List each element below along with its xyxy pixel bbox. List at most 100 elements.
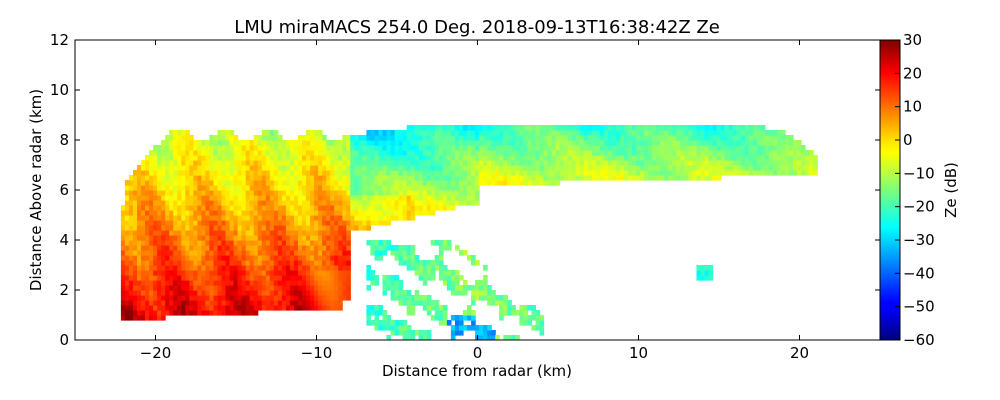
heatmap-cell [338, 175, 343, 181]
heatmap-cell [664, 160, 669, 166]
heatmap-cell [221, 285, 227, 291]
heatmap-cell [322, 170, 327, 176]
heatmap-cell [330, 150, 335, 156]
heatmap-cell [503, 145, 508, 151]
heatmap-cell [245, 265, 251, 271]
heatmap-cell [446, 135, 452, 141]
heatmap-cell [265, 240, 271, 246]
heatmap-cell [410, 260, 416, 266]
heatmap-cell [277, 215, 283, 221]
heatmap-cell [120, 245, 126, 251]
heatmap-cell [471, 130, 476, 136]
heatmap-cell [607, 130, 613, 136]
heatmap-cell [503, 135, 508, 141]
heatmap-cell [314, 245, 319, 251]
heatmap-cell [201, 200, 206, 206]
heatmap-cell [269, 210, 275, 216]
heatmap-cell [438, 130, 444, 136]
heatmap-cell [217, 145, 223, 151]
heatmap-cell [265, 300, 271, 306]
heatmap-cell [124, 240, 130, 246]
heatmap-cell [169, 155, 174, 161]
heatmap-cell [257, 280, 263, 286]
heatmap-cell [716, 150, 722, 156]
heatmap-cell [157, 170, 162, 176]
heatmap-cell [322, 165, 327, 171]
heatmap-cell [410, 200, 416, 206]
heatmap-cell [607, 170, 613, 176]
heatmap-cell [777, 140, 782, 146]
heatmap-cell [169, 275, 174, 281]
heatmap-cell [322, 205, 327, 211]
heatmap-cell [459, 125, 464, 131]
heatmap-cell [354, 220, 359, 226]
heatmap-cell [350, 145, 355, 151]
heatmap-cell [314, 235, 319, 241]
heatmap-cell [273, 215, 279, 221]
heatmap-cell [330, 140, 335, 146]
heatmap-cell [253, 265, 259, 271]
heatmap-cell [394, 170, 400, 176]
heatmap-cell [394, 330, 400, 336]
heatmap-cell [185, 205, 190, 211]
heatmap-cell [209, 185, 214, 191]
heatmap-cell [628, 150, 633, 156]
heatmap-cell [225, 130, 231, 136]
heatmap-cell [181, 240, 186, 246]
heatmap-cell [128, 265, 134, 271]
heatmap-cell [414, 200, 420, 206]
heatmap-cell [285, 255, 291, 261]
heatmap-cell [620, 150, 625, 156]
heatmap-cell [201, 140, 206, 146]
heatmap-cell [700, 160, 706, 166]
heatmap-cell [370, 250, 375, 256]
heatmap-cell [390, 250, 396, 256]
heatmap-cell [285, 200, 291, 206]
heatmap-cell [732, 170, 738, 176]
heatmap-cell [531, 140, 536, 146]
heatmap-cell [302, 195, 307, 201]
heatmap-cell [434, 315, 440, 321]
heatmap-cell [394, 175, 400, 181]
heatmap-cell [197, 260, 202, 266]
heatmap-cell [189, 270, 194, 276]
heatmap-cell [322, 280, 327, 286]
heatmap-cell [640, 155, 645, 161]
heatmap-cell [382, 310, 388, 316]
heatmap-cell [285, 215, 291, 221]
heatmap-cell [672, 175, 677, 181]
heatmap-cell [652, 125, 657, 131]
heatmap-cell [358, 145, 363, 151]
heatmap-cell [378, 175, 384, 181]
heatmap-cell [173, 170, 178, 176]
heatmap-cell [330, 190, 335, 196]
heatmap-cell [177, 155, 182, 161]
heatmap-cell [704, 165, 710, 171]
heatmap-cell [310, 200, 315, 206]
heatmap-cell [201, 185, 206, 191]
heatmap-cell [217, 160, 223, 166]
heatmap-cell [265, 170, 271, 176]
heatmap-cell [241, 195, 247, 201]
heatmap-cell [495, 160, 500, 166]
heatmap-cell [314, 170, 319, 176]
heatmap-cell [346, 255, 351, 261]
heatmap-cell [128, 195, 134, 201]
heatmap-cell [370, 190, 375, 196]
heatmap-cell [201, 195, 206, 201]
heatmap-cell [261, 295, 267, 301]
heatmap-cell [326, 235, 331, 241]
heatmap-cell [656, 155, 661, 161]
heatmap-cell [732, 125, 738, 131]
heatmap-cell [173, 300, 178, 306]
x-tick-label: 0 [473, 344, 483, 362]
heatmap-cell [475, 150, 480, 156]
heatmap-cell [764, 145, 770, 151]
heatmap-cell [209, 180, 214, 186]
heatmap-cell [197, 225, 202, 231]
heatmap-cell [704, 130, 710, 136]
heatmap-cell [314, 215, 319, 221]
heatmap-cell [169, 285, 174, 291]
heatmap-cell [483, 280, 488, 286]
